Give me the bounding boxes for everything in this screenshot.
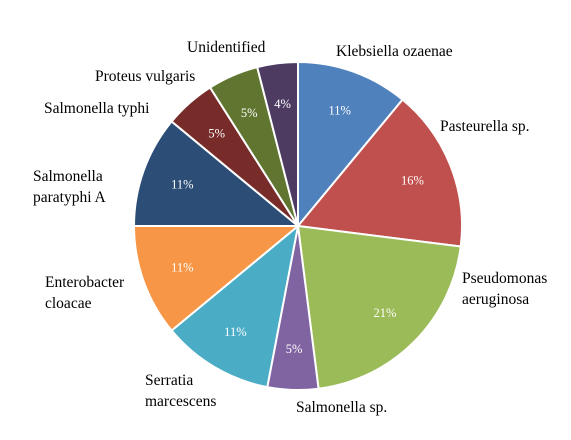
slice-percent-label: 5% (286, 342, 303, 356)
pie-slice (133, 225, 299, 332)
slice-category-label: Salmonella paratyphi A (33, 168, 107, 206)
slice-category-label: Serratia marcescens (145, 372, 216, 410)
slice-category-label: Pasteurella sp. (440, 118, 530, 135)
pie-slice (170, 225, 299, 389)
slice-percent-label: 16% (401, 174, 424, 188)
slice-category-label: Salmonella sp. (296, 399, 387, 416)
pie-slice (133, 120, 299, 227)
slice-percent-label: 4% (274, 97, 291, 111)
pie-slice (297, 225, 462, 390)
slice-percent-label: 11% (224, 325, 246, 339)
slice-category-label: Proteus vulgaris (95, 68, 195, 85)
slice-percent-label: 11% (171, 261, 193, 275)
pie-slices (133, 61, 464, 392)
slice-category-label: Salmonella typhi (44, 100, 150, 117)
slice-category-label: Pseudomonas aeruginosa (462, 270, 547, 308)
slice-percent-label: 11% (171, 177, 193, 191)
slice-percent-label: 11% (328, 103, 350, 117)
slice-category-label: Unidentified (187, 39, 266, 56)
slice-category-label: Enterobacter cloacae (45, 274, 125, 312)
slice-percent-label: 5% (208, 127, 225, 141)
pie-slice (256, 61, 299, 227)
slice-percent-label: 5% (241, 106, 258, 120)
percent-labels: 11% 16% 21% 5% 11% 11% 11% 5% 5% 4% (171, 97, 424, 356)
pie-slice (297, 98, 464, 248)
pie-slice (297, 61, 404, 227)
slice-percent-label: 21% (374, 306, 397, 320)
category-labels: Klebsiella ozaenae Pasteurella sp. Pseudom… (33, 39, 547, 416)
slice-category-label: Klebsiella ozaenae (336, 43, 453, 60)
